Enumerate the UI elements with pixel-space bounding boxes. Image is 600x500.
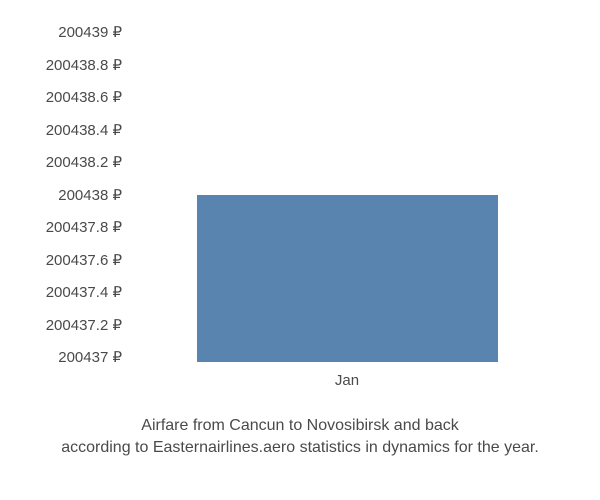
y-tick: 200437.4 ₽ xyxy=(0,285,128,300)
y-tick: 200437 ₽ xyxy=(0,350,128,365)
y-tick: 200438.4 ₽ xyxy=(0,123,128,138)
caption-line-1: Airfare from Cancun to Novosibirsk and b… xyxy=(141,417,458,434)
y-tick: 200437.8 ₽ xyxy=(0,220,128,235)
y-tick: 200437.2 ₽ xyxy=(0,318,128,333)
bar-jan xyxy=(197,195,498,362)
y-axis: 200439 ₽ 200438.8 ₽ 200438.6 ₽ 200438.4 … xyxy=(0,25,128,365)
y-tick: 200437.6 ₽ xyxy=(0,253,128,268)
y-tick: 200438.6 ₽ xyxy=(0,90,128,105)
x-axis: Jan xyxy=(132,368,562,396)
y-tick: 200438 ₽ xyxy=(0,188,128,203)
plot-area xyxy=(132,28,562,362)
chart-caption: Airfare from Cancun to Novosibirsk and b… xyxy=(0,415,600,460)
y-tick: 200438.2 ₽ xyxy=(0,155,128,170)
caption-line-2: according to Easternairlines.aero statis… xyxy=(61,439,539,456)
airfare-bar-chart: 200439 ₽ 200438.8 ₽ 200438.6 ₽ 200438.4 … xyxy=(0,0,600,500)
x-tick-jan: Jan xyxy=(335,372,359,389)
y-tick: 200439 ₽ xyxy=(0,25,128,40)
y-tick: 200438.8 ₽ xyxy=(0,58,128,73)
